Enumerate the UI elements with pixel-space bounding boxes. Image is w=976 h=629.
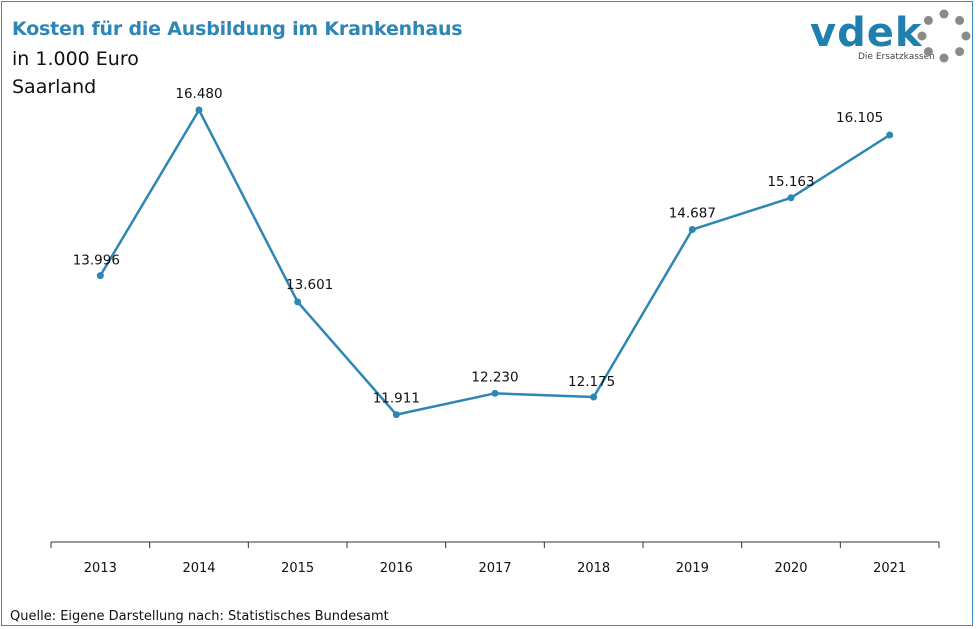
chart-subtitle-unit: in 1.000 Euro [12, 48, 139, 70]
data-label: 11.911 [373, 391, 420, 407]
data-point [688, 226, 696, 234]
x-tick-label: 2019 [676, 561, 709, 576]
x-tick-label: 2014 [182, 561, 215, 576]
data-label: 13.601 [286, 277, 333, 293]
data-label: 12.230 [471, 369, 518, 385]
data-point [294, 298, 302, 306]
data-point [195, 106, 203, 114]
logo-tagline: Die Ersatzkassen [858, 52, 935, 62]
x-tick-label: 2015 [281, 561, 314, 576]
x-tick-label: 2016 [380, 561, 413, 576]
data-label: 12.175 [568, 374, 615, 390]
data-label: 13.996 [73, 253, 120, 269]
data-point [491, 389, 499, 397]
x-tick-label: 2018 [577, 561, 610, 576]
data-point [787, 194, 795, 202]
x-tick-label: 2020 [774, 561, 807, 576]
data-label: 14.687 [669, 206, 716, 222]
vdek-logo: vdek Die Ersatzkassen [808, 8, 972, 68]
data-label: 16.480 [175, 86, 222, 102]
data-point [590, 393, 598, 401]
source-note: Quelle: Eigene Darstellung nach: Statist… [10, 609, 389, 624]
x-tick-label: 2013 [84, 561, 117, 576]
x-tick-label: 2017 [478, 561, 511, 576]
chart-title: Kosten für die Ausbildung im Krankenhaus [12, 18, 463, 40]
data-point [392, 411, 400, 419]
data-point [96, 272, 104, 280]
dotted-ring-icon [917, 9, 971, 63]
chart-subtitle-region: Saarland [12, 76, 97, 98]
data-label: 15.163 [767, 174, 814, 190]
logo-wordmark: vdek [810, 10, 923, 56]
data-label: 16.105 [836, 110, 883, 126]
x-tick-label: 2021 [873, 561, 906, 576]
data-point [886, 131, 894, 139]
